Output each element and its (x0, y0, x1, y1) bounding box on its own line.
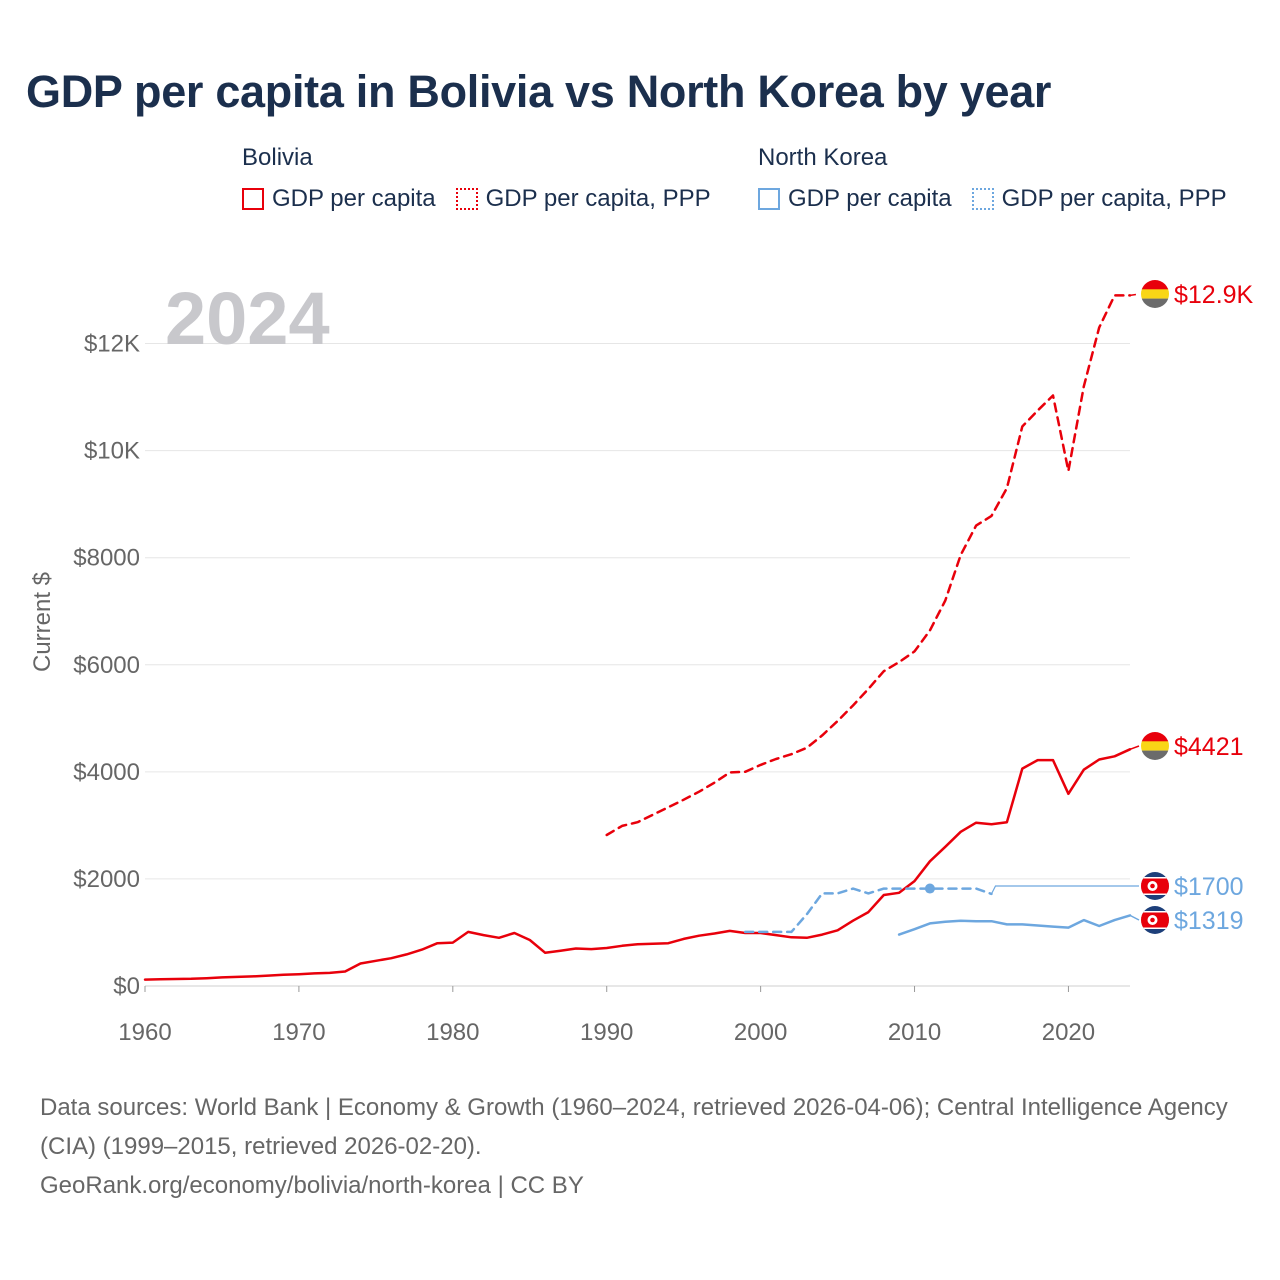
end-value-label: $12.9K (1174, 281, 1254, 309)
x-tick-label: 1960 (118, 1019, 171, 1046)
legend-swatch (971, 188, 994, 210)
legend-group-name: Bolivia (242, 144, 313, 171)
end-label-connector (1129, 914, 1140, 921)
series-line-0[interactable] (143, 748, 1132, 981)
legend-item-north-korea-gdp[interactable]: GDP per capita (758, 185, 952, 213)
data-sources-text: Data sources: World Bank | Economy & Gro… (40, 1094, 1228, 1160)
legend-item-bolivia-gdp-ppp[interactable]: GDP per capita, PPP (455, 185, 711, 213)
x-tick-label: 2000 (734, 1019, 787, 1046)
y-tick-label: $12K (84, 331, 140, 358)
end-label-connector (1129, 293, 1140, 297)
x-tick-label: 1990 (580, 1019, 633, 1046)
legend-item-north-korea-gdp-ppp[interactable]: GDP per capita, PPP (971, 185, 1227, 213)
y-tick-label: $8000 (73, 545, 140, 572)
legend-label: GDP per capita (272, 185, 436, 212)
north-korea-flag-icon (1141, 906, 1169, 934)
y-tick-label: $0 (113, 973, 140, 1000)
series-line-2[interactable] (897, 914, 1132, 936)
series-line-3[interactable] (743, 887, 993, 934)
y-tick-label: $10K (84, 438, 140, 465)
x-tick-label: 2010 (888, 1019, 941, 1046)
x-tick-label: 1970 (272, 1019, 325, 1046)
footer: Data sources: World Bank | Economy & Gro… (40, 1088, 1250, 1205)
legend-label: GDP per capita, PPP (485, 185, 711, 212)
x-tick-label: 1980 (426, 1019, 479, 1046)
end-label-connector (990, 885, 1139, 895)
legend-swatch (242, 188, 264, 210)
legend-swatch (455, 188, 478, 210)
end-value-label: $4421 (1174, 733, 1244, 761)
series-line-1[interactable] (605, 294, 1132, 837)
y-tick-label: $6000 (73, 652, 140, 679)
legend-group-name: North Korea (758, 144, 888, 171)
north-korea-flag-icon (1141, 872, 1169, 900)
year-label: 2024 (165, 277, 330, 360)
legend-item-bolivia-gdp[interactable]: GDP per capita (242, 185, 436, 213)
legend-label: GDP per capita, PPP (1001, 185, 1227, 212)
line-chart: 2024 Current $ $0 $2000 $4000 $6000 $8000 $10… (29, 277, 1254, 1046)
legend-label: GDP per capita (788, 185, 952, 212)
chart-title: GDP per capita in Bolivia vs North Korea… (26, 66, 1052, 117)
legend-group-bolivia: Bolivia GDP per capita GDP per capita, P… (242, 142, 731, 213)
end-value-label: $1700 (1174, 873, 1244, 901)
y-tick-label: $2000 (73, 866, 140, 893)
x-tick-label: 2020 (1042, 1019, 1095, 1046)
y-axis-title: Current $ (29, 572, 56, 672)
legend-group-north-korea: North Korea GDP per capita GDP per capit… (758, 142, 1247, 213)
credit-link[interactable]: GeoRank.org/economy/bolivia/north-korea … (40, 1172, 584, 1199)
legend-swatch (758, 188, 780, 210)
y-tick-label: $4000 (73, 759, 140, 786)
bolivia-flag-icon (1141, 280, 1169, 308)
series-marker[interactable] (924, 883, 935, 894)
end-label-connector (1129, 745, 1140, 751)
bolivia-flag-icon (1141, 732, 1169, 760)
end-value-label: $1319 (1174, 907, 1244, 935)
